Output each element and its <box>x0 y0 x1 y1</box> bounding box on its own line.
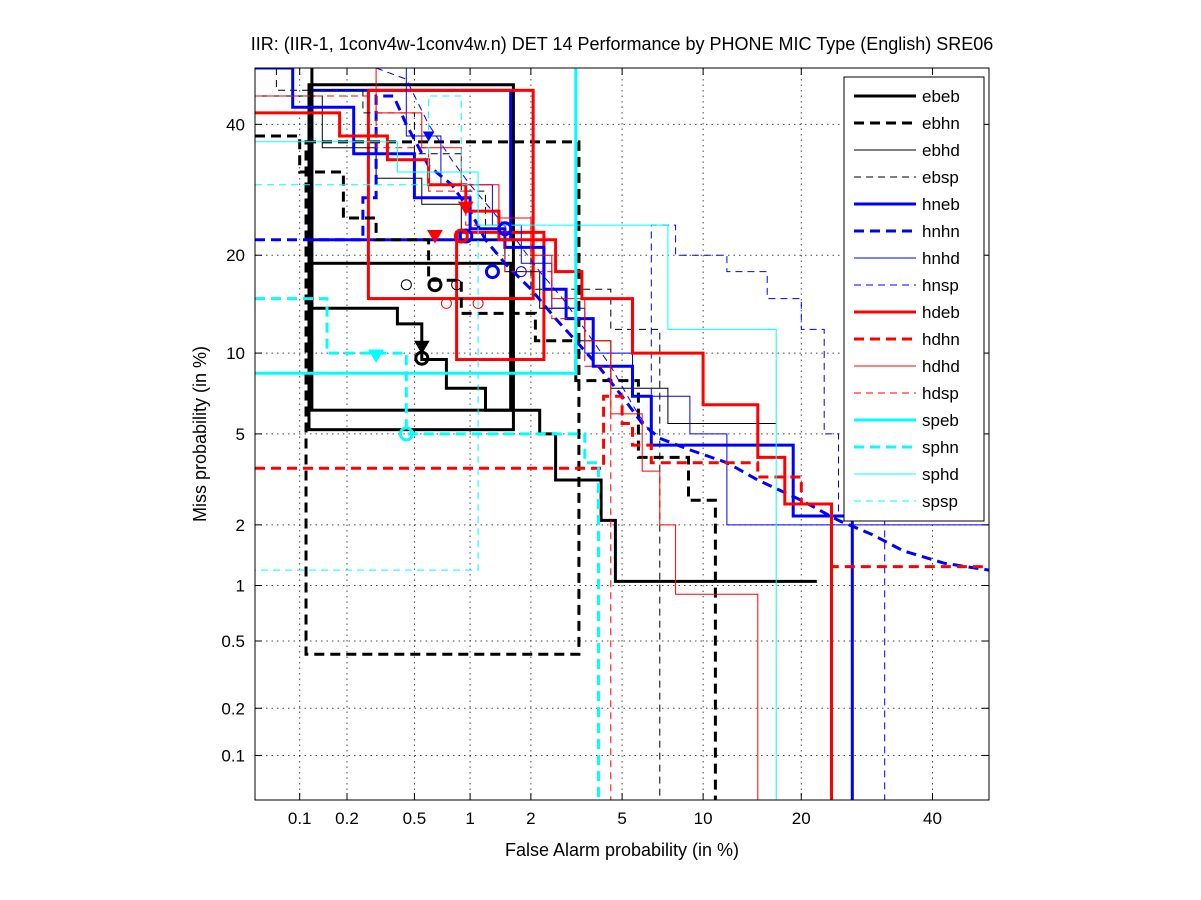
legend-label-hdsp: hdsp <box>922 384 959 403</box>
marker-triangle-hdhn <box>427 229 443 244</box>
region-box-hdeb <box>366 88 535 301</box>
marker-circle-ebsp <box>400 279 412 291</box>
series-line-ebeb <box>310 68 817 583</box>
legend-label-ebhd: ebhd <box>922 141 960 160</box>
y-tick-label: 2 <box>236 516 245 535</box>
marker-triangle-hdeb <box>457 201 474 215</box>
marker-circle-hdhd <box>472 297 484 309</box>
legend-label-hnhn: hnhn <box>922 222 960 241</box>
x-tick-label: 0.1 <box>288 809 312 828</box>
marker-triangle-hnsp <box>422 131 435 142</box>
operating-point-markers <box>368 131 527 442</box>
x-tick-label: 20 <box>792 809 811 828</box>
marker-circle-hdeb <box>453 228 469 244</box>
legend-label-sphn: sphn <box>922 438 959 457</box>
chart-title: IIR: (IIR-1, 1conv4w-1conv4w.n) DET 14 P… <box>251 34 994 54</box>
series-line-ebsp <box>275 68 661 800</box>
x-tick-label: 5 <box>617 809 626 828</box>
det-curves <box>255 68 989 800</box>
legend-label-hneb: hneb <box>922 195 960 214</box>
x-tick-label: 0.2 <box>335 809 359 828</box>
legend: ebeb ebhn ebhd ebsp hneb hnhn hnhd hnsp hdeb hdhn… <box>843 76 985 522</box>
series-line-hdhn <box>255 394 989 569</box>
legend-label-hnsp: hnsp <box>922 276 959 295</box>
legend-box <box>843 76 985 522</box>
legend-label-ebeb: ebeb <box>922 87 960 106</box>
legend-label-ebhn: ebhn <box>922 114 960 133</box>
x-tick-label: 40 <box>923 809 942 828</box>
legend-label-speb: speb <box>922 411 959 430</box>
legend-label-sphd: sphd <box>922 465 959 484</box>
y-tick-label: 5 <box>236 425 245 444</box>
legend-label-hdhd: hdhd <box>922 357 960 376</box>
y-tick-label: 40 <box>226 115 245 134</box>
series-line-sphn <box>255 297 600 800</box>
y-axis-ticks: 0.1 0.2 0.5 1 2 5 10 20 40 <box>221 115 989 765</box>
x-tick-label: 2 <box>526 809 535 828</box>
legend-label-hdhn: hdhn <box>922 330 960 349</box>
y-tick-label: 0.5 <box>221 632 245 651</box>
marker-circle-hdsp <box>440 297 452 309</box>
x-tick-label: 0.5 <box>403 809 427 828</box>
legend-label-hnhd: hnhd <box>922 249 960 268</box>
y-axis-label: Miss probability (in %) <box>190 346 210 522</box>
x-axis-ticks: 0.1 0.2 0.5 1 2 5 10 20 40 <box>288 68 942 828</box>
series-line-sphd <box>255 141 777 800</box>
marker-circle-ebhd <box>451 279 463 291</box>
y-tick-label: 0.1 <box>221 746 245 765</box>
region-box-ebeb <box>310 261 513 412</box>
marker-triangle-speb <box>368 349 384 363</box>
x-tick-label: 1 <box>465 809 474 828</box>
series-line-speb <box>255 68 578 375</box>
marker-circle-ebhn <box>427 277 443 293</box>
series-line-hnhn <box>255 94 989 572</box>
y-tick-label: 20 <box>226 246 245 265</box>
series-line-hdhd <box>375 68 759 800</box>
series-line-hdeb <box>255 111 833 800</box>
marker-circle-ebeb <box>414 350 430 366</box>
region-box-ebhn <box>304 140 581 656</box>
marker-circle-hneb <box>497 221 513 237</box>
y-tick-label: 0.2 <box>221 699 245 718</box>
marker-circle-hnsp <box>515 266 527 278</box>
marker-circle-hneb <box>484 264 500 280</box>
marker-triangle-ebeb <box>413 340 430 355</box>
legend-label-spsp: spsp <box>922 492 958 511</box>
y-tick-label: 1 <box>236 577 245 596</box>
legend-label-hdeb: hdeb <box>922 303 960 322</box>
legend-label-ebsp: ebsp <box>922 168 959 187</box>
x-axis-label: False Alarm probability (in %) <box>505 840 739 860</box>
series-line-spsp <box>255 95 479 571</box>
x-tick-label: 10 <box>694 809 713 828</box>
y-tick-label: 10 <box>226 344 245 363</box>
marker-circle-sphn <box>398 426 414 442</box>
series-line-ebhn <box>255 134 717 800</box>
